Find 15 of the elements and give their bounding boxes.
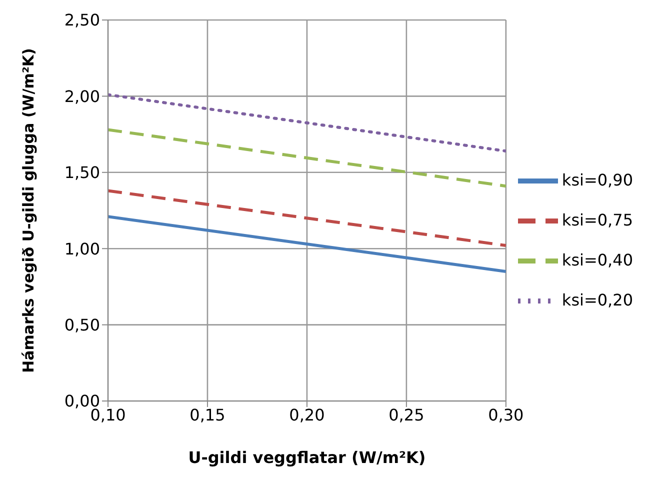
- x-tick-label: 0,25: [388, 405, 424, 424]
- x-axis-title: U-gildi veggflatar (W/m²K): [188, 448, 426, 467]
- x-tick-label: 0,20: [289, 405, 325, 424]
- y-tick-label: 1,00: [64, 239, 100, 258]
- legend-label: ksi=0,20: [562, 290, 633, 309]
- y-tick-label: 2,50: [64, 10, 100, 30]
- y-axis-title: Hámarks vegið U-gildi glugga (W/m²K): [19, 48, 38, 373]
- y-tick-label: 2,00: [64, 86, 100, 106]
- legend-label: ksi=0,90: [562, 170, 633, 189]
- x-tick-label: 0,15: [190, 405, 226, 424]
- legend-label: ksi=0,75: [562, 210, 633, 229]
- legend-label: ksi=0,40: [562, 250, 633, 269]
- x-tick-label: 0,30: [488, 405, 524, 424]
- y-tick-label: 0,50: [64, 315, 100, 334]
- y-tick-label: 1,50: [64, 163, 100, 182]
